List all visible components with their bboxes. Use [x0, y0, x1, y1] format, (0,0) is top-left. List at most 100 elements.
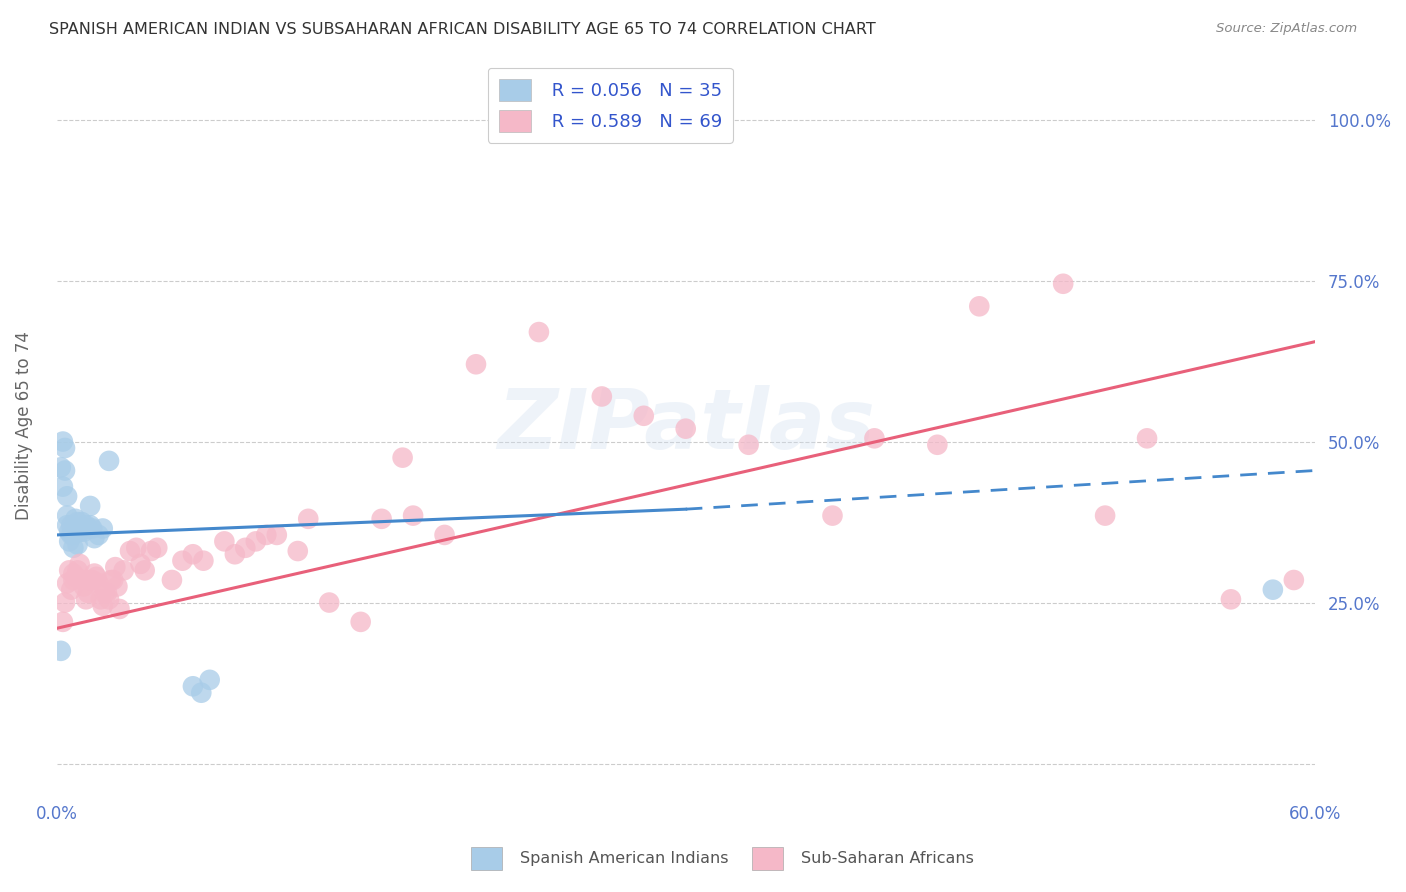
Point — [224, 547, 246, 561]
Point — [91, 599, 114, 613]
Point — [863, 431, 886, 445]
Point — [52, 615, 75, 629]
Point — [83, 531, 105, 545]
Point — [65, 512, 87, 526]
Point — [190, 686, 212, 700]
Point — [118, 544, 141, 558]
Point — [75, 518, 97, 533]
Point — [103, 573, 125, 587]
Point — [125, 541, 148, 555]
Point — [49, 460, 72, 475]
Point — [172, 554, 194, 568]
Point — [73, 579, 96, 593]
Point — [58, 534, 80, 549]
Point — [77, 521, 100, 535]
Point — [98, 592, 121, 607]
Point — [1282, 573, 1305, 587]
Point — [139, 544, 162, 558]
Point — [87, 528, 110, 542]
Point — [94, 586, 117, 600]
Point — [402, 508, 425, 523]
Point — [56, 518, 79, 533]
Point — [737, 438, 759, 452]
Point — [287, 544, 309, 558]
Point — [82, 521, 104, 535]
Point — [1261, 582, 1284, 597]
Point — [83, 566, 105, 581]
Point — [56, 489, 79, 503]
Point — [73, 524, 96, 539]
Point — [1094, 508, 1116, 523]
Text: Source: ZipAtlas.com: Source: ZipAtlas.com — [1216, 22, 1357, 36]
Point — [112, 563, 135, 577]
Point — [65, 570, 87, 584]
Point — [49, 644, 72, 658]
Point — [350, 615, 373, 629]
Point — [821, 508, 844, 523]
Text: Spanish American Indians: Spanish American Indians — [520, 851, 728, 865]
Point — [60, 582, 83, 597]
Point — [104, 560, 127, 574]
Point — [633, 409, 655, 423]
Point — [62, 541, 84, 555]
Point — [90, 592, 112, 607]
Point — [214, 534, 236, 549]
Point — [233, 541, 256, 555]
Point — [134, 563, 156, 577]
Point — [527, 325, 550, 339]
Point — [1219, 592, 1241, 607]
Point — [193, 554, 215, 568]
Point — [297, 512, 319, 526]
Point — [129, 557, 152, 571]
Point — [266, 528, 288, 542]
Point — [96, 586, 118, 600]
Point — [75, 592, 97, 607]
Point — [1136, 431, 1159, 445]
Point — [62, 566, 84, 581]
Point — [62, 573, 84, 587]
Point — [79, 573, 101, 587]
Point — [82, 573, 104, 587]
Point — [60, 528, 83, 542]
Point — [160, 573, 183, 587]
Text: SPANISH AMERICAN INDIAN VS SUBSAHARAN AFRICAN DISABILITY AGE 65 TO 74 CORRELATIO: SPANISH AMERICAN INDIAN VS SUBSAHARAN AF… — [49, 22, 876, 37]
Y-axis label: Disability Age 65 to 74: Disability Age 65 to 74 — [15, 331, 32, 520]
Point — [969, 299, 991, 313]
Point — [318, 596, 340, 610]
Point — [69, 557, 91, 571]
Point — [86, 570, 108, 584]
Point — [53, 463, 76, 477]
Point — [66, 515, 89, 529]
Point — [58, 524, 80, 539]
Point — [927, 438, 949, 452]
Point — [107, 579, 129, 593]
Point — [245, 534, 267, 549]
Text: ZIPatlas: ZIPatlas — [496, 385, 875, 466]
Point — [56, 576, 79, 591]
Point — [254, 528, 277, 542]
Point — [433, 528, 456, 542]
Point — [98, 454, 121, 468]
Point — [52, 434, 75, 449]
Legend:  R = 0.056   N = 35,  R = 0.589   N = 69: R = 0.056 N = 35, R = 0.589 N = 69 — [488, 68, 733, 143]
Point — [79, 518, 101, 533]
Point — [100, 573, 122, 587]
Point — [465, 357, 488, 371]
Point — [65, 524, 87, 539]
Point — [108, 602, 131, 616]
Point — [370, 512, 392, 526]
Point — [675, 422, 697, 436]
Point — [52, 480, 75, 494]
Point — [181, 679, 204, 693]
Text: Sub-Saharan Africans: Sub-Saharan Africans — [801, 851, 974, 865]
Point — [70, 573, 93, 587]
Point — [53, 441, 76, 455]
Point — [198, 673, 221, 687]
Point — [591, 389, 613, 403]
Point — [66, 563, 89, 577]
Point — [70, 515, 93, 529]
Point — [79, 499, 101, 513]
Point — [60, 518, 83, 533]
Point — [58, 563, 80, 577]
Point — [77, 586, 100, 600]
